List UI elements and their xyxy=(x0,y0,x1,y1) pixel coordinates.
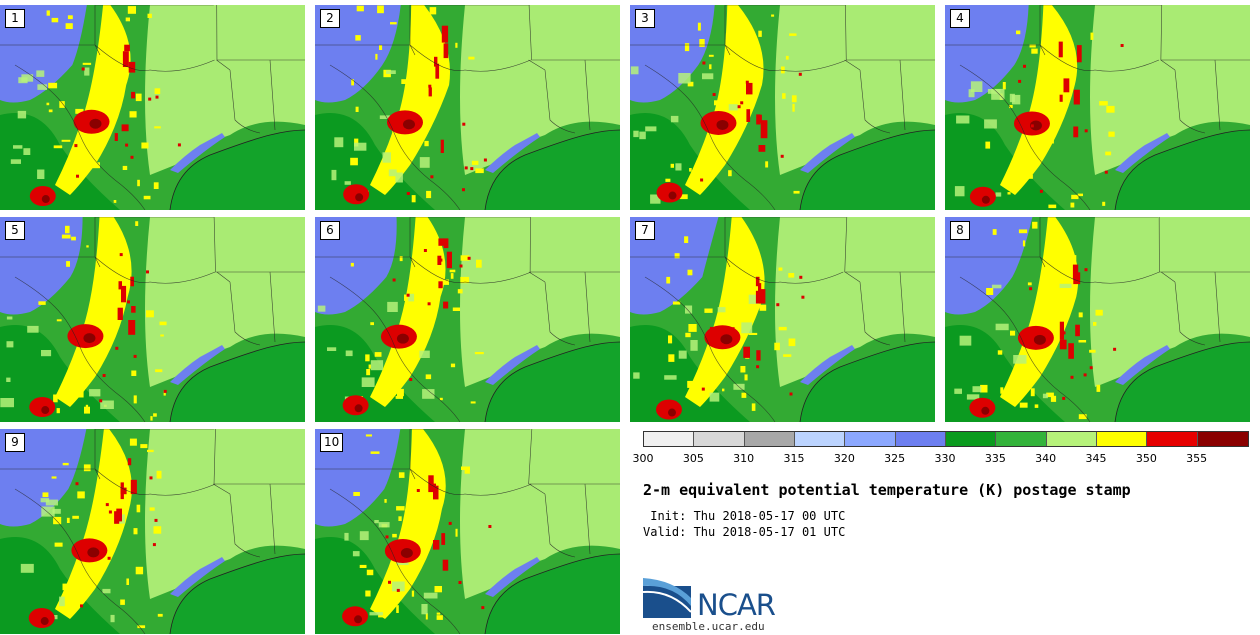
stamp-number-label: 7 xyxy=(635,221,655,240)
colorbar-segment xyxy=(694,432,745,446)
figure-title: 2-m equivalent potential temperature (K)… xyxy=(643,481,1131,499)
postage-stamp-map: 9 xyxy=(0,429,305,634)
postage-stamp-map: 1 xyxy=(0,5,305,210)
colorbar-segment xyxy=(794,432,846,446)
logo-text: NCAR xyxy=(697,588,776,622)
stamp-number-label: 6 xyxy=(320,221,340,240)
stamp-number-label: 2 xyxy=(320,9,340,28)
colorbar-tick-label: 305 xyxy=(682,452,704,465)
colorbar-tick-label: 330 xyxy=(934,452,956,465)
colorbar-tick-label: 310 xyxy=(733,452,755,465)
colorbar-tick-label: 340 xyxy=(1035,452,1057,465)
postage-stamp-map: 2 xyxy=(315,5,620,210)
stamp-number-label: 9 xyxy=(5,433,25,452)
colorbar-tick-label: 300 xyxy=(632,452,654,465)
logo-url: ensemble.ucar.edu xyxy=(652,620,765,633)
colorbar-tick-label: 320 xyxy=(833,452,855,465)
postage-stamp-map: 6 xyxy=(315,217,620,422)
colorbar-segment xyxy=(945,432,997,446)
stamp-number-label: 4 xyxy=(950,9,970,28)
colorbar-tick-label: 335 xyxy=(984,452,1006,465)
colorbar-segment xyxy=(1147,432,1198,446)
colorbar-tick-label: 355 xyxy=(1186,452,1208,465)
colorbar-tick-label: 325 xyxy=(884,452,906,465)
postage-stamp-map: 4 xyxy=(945,5,1250,210)
colorbar-segment xyxy=(1046,432,1097,446)
stamp-number-label: 10 xyxy=(320,433,344,452)
colorbar-segment xyxy=(996,432,1047,446)
colorbar xyxy=(643,431,1249,447)
colorbar-segment xyxy=(644,432,695,446)
postage-stamp-map: 5 xyxy=(0,217,305,422)
colorbar-tick-label: 350 xyxy=(1135,452,1157,465)
postage-stamp-map: 8 xyxy=(945,217,1250,422)
colorbar-tick-label: 315 xyxy=(783,452,805,465)
postage-stamp-map: 7 xyxy=(630,217,935,422)
stamp-number-label: 5 xyxy=(5,221,25,240)
colorbar-tick-label: 345 xyxy=(1085,452,1107,465)
colorbar-segment xyxy=(1197,432,1248,446)
stamp-number-label: 1 xyxy=(5,9,25,28)
postage-stamp-map: 3 xyxy=(630,5,935,210)
postage-stamp-map: 10 xyxy=(315,429,620,634)
ncar-logo-icon xyxy=(643,578,692,618)
colorbar-segment xyxy=(744,432,795,446)
colorbar-segment xyxy=(1096,432,1148,446)
colorbar-segment xyxy=(895,432,946,446)
stamp-number-label: 3 xyxy=(635,9,655,28)
valid-time: Valid: Thu 2018-05-17 01 UTC xyxy=(643,525,846,539)
init-time: Init: Thu 2018-05-17 00 UTC xyxy=(643,509,846,523)
stamp-number-label: 8 xyxy=(950,221,970,240)
colorbar-segment xyxy=(845,432,896,446)
